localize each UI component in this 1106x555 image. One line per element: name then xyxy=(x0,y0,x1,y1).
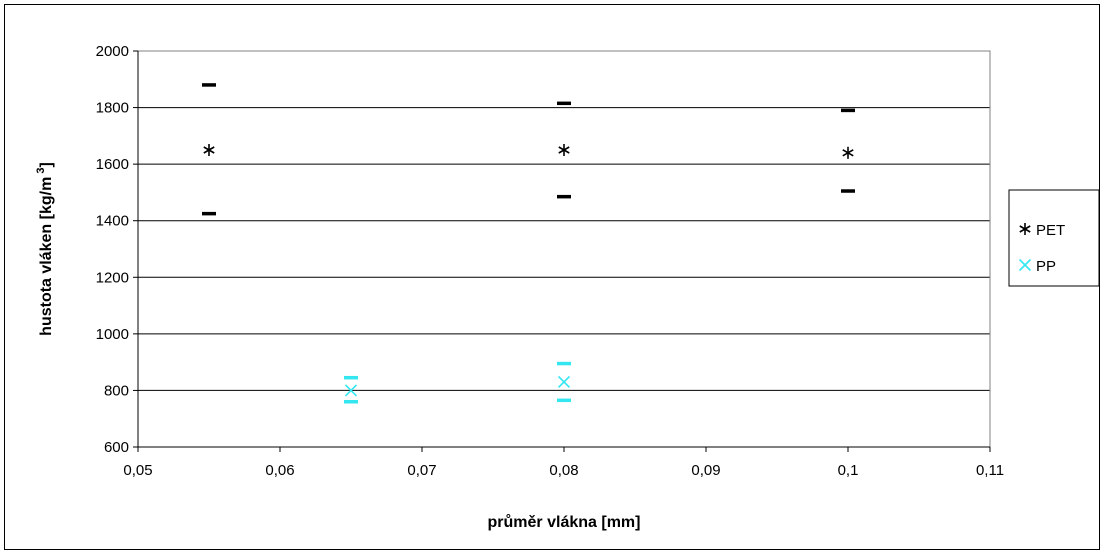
y-tick-label: 2000 xyxy=(96,43,129,60)
chart-svg: 600 800 1000 1200 1400 1600 1800 2000 0,05 0,06 0,… xyxy=(35,43,1100,531)
x-tick-label: 0,08 xyxy=(549,462,578,479)
legend-marker-pp xyxy=(1018,258,1032,272)
y-tick-label: 1200 xyxy=(96,269,129,286)
x-tick-label: 0,09 xyxy=(691,462,720,479)
y-tick-label: 1600 xyxy=(96,156,129,173)
data-point-pp-mean xyxy=(344,384,358,397)
y-axis-title-suffix: ] xyxy=(38,162,55,167)
plot-area xyxy=(137,50,991,448)
legend-marker-pet xyxy=(1019,223,1031,235)
x-tick-label: 0,1 xyxy=(838,462,859,479)
x-tick-label: 0,11 xyxy=(976,462,1004,479)
x-tick-label: 0,06 xyxy=(265,462,294,479)
y-tick-label: 1800 xyxy=(96,100,129,117)
y-tick-label: 800 xyxy=(104,382,129,399)
data-point-pet-mean xyxy=(842,146,854,159)
y-tick-label: 600 xyxy=(104,439,129,456)
y-tick-label: 1400 xyxy=(96,213,129,230)
y-tick-label: 1000 xyxy=(96,326,129,343)
chart-frame: 600 800 1000 1200 1400 1600 1800 2000 0,05 0,06 0,… xyxy=(4,4,1100,550)
data-point-pp-mean xyxy=(557,375,571,389)
legend-box xyxy=(1008,189,1100,287)
legend-label-pp: PP xyxy=(1036,258,1056,275)
y-axis-title: hustota vláken [kg/m 3] xyxy=(35,162,55,336)
x-tick-label: 0,07 xyxy=(407,462,436,479)
y-axis-title-superscript: 3 xyxy=(35,167,47,176)
legend-label-pet: PET xyxy=(1036,222,1065,239)
x-axis-title: průměr vlákna [mm] xyxy=(488,514,641,531)
x-tick-label: 0,05 xyxy=(123,462,152,479)
data-point-pet-mean xyxy=(203,144,215,156)
data-point-pet-mean xyxy=(558,144,570,156)
